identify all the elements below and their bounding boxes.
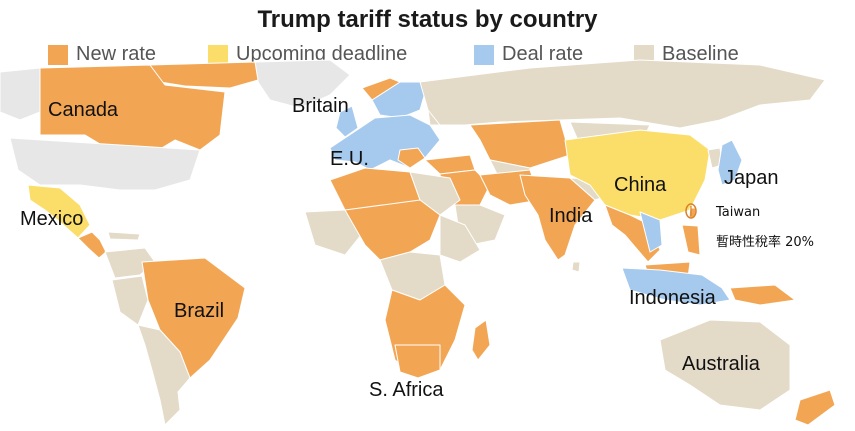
taiwan-marker: [685, 203, 697, 219]
label-mexico: Mexico: [20, 208, 84, 230]
label-china: China: [614, 174, 667, 196]
region-japan: [717, 139, 743, 186]
label-indonesia: Indonesia: [629, 287, 716, 309]
legend-label-deal-rate: Deal rate: [502, 43, 584, 65]
region-south-cone: [137, 324, 191, 426]
legend-swatch-upcoming-deadline: [208, 45, 228, 65]
region-south-africa: [394, 344, 441, 379]
region-russia: [419, 59, 826, 129]
label-taiwan-note: 暫時性稅率 20%: [716, 235, 815, 250]
label-india: India: [549, 205, 593, 227]
region-brazil: [141, 257, 246, 379]
region-sahel-west: [304, 209, 366, 256]
legend-swatch-new-rate: [48, 45, 68, 65]
region-norway: [361, 77, 401, 101]
legend-swatch-deal-rate: [474, 45, 494, 65]
region-sahel-central: [344, 199, 441, 261]
region-new-zealand: [794, 389, 836, 426]
region-canada: [39, 64, 226, 156]
region-sri-lanka: [571, 261, 581, 273]
legend-label-upcoming-deadline: Upcoming deadline: [236, 43, 408, 65]
region-caribbean: [107, 231, 141, 241]
region-australia: [659, 319, 791, 411]
region-china: [564, 129, 711, 221]
region-arctic-islands: [149, 61, 259, 89]
label-brazil: Brazil: [174, 300, 225, 322]
label-s-africa: S. Africa: [369, 379, 444, 401]
region-horn-of-africa: [439, 214, 481, 263]
legend-label-baseline: Baseline: [662, 43, 739, 65]
region-balkans: [397, 147, 426, 169]
map-title: Trump tariff status by country: [257, 6, 598, 33]
region-vietnam: [639, 211, 663, 253]
region-north-africa-east: [409, 171, 461, 216]
label-taiwan: Taiwan: [716, 205, 761, 220]
region-usa: [9, 137, 201, 191]
region-greenland: [254, 59, 351, 109]
region-peru: [111, 275, 149, 326]
region-kazakhstan: [469, 119, 571, 169]
region-southeast-asia: [604, 204, 661, 263]
region-indonesia: [621, 267, 731, 306]
label-eu: E.U.: [330, 148, 369, 170]
region-philippines: [681, 224, 701, 256]
region-britain: [335, 105, 359, 138]
label-canada: Canada: [48, 99, 119, 121]
region-central-america: [77, 231, 107, 259]
label-britain: Britain: [292, 95, 349, 117]
label-australia: Australia: [682, 353, 760, 375]
region-madagascar: [471, 319, 491, 361]
region-alaska: [0, 67, 41, 121]
label-japan: Japan: [724, 167, 779, 189]
legend-label-new-rate: New rate: [76, 43, 157, 65]
region-papua: [729, 284, 796, 306]
